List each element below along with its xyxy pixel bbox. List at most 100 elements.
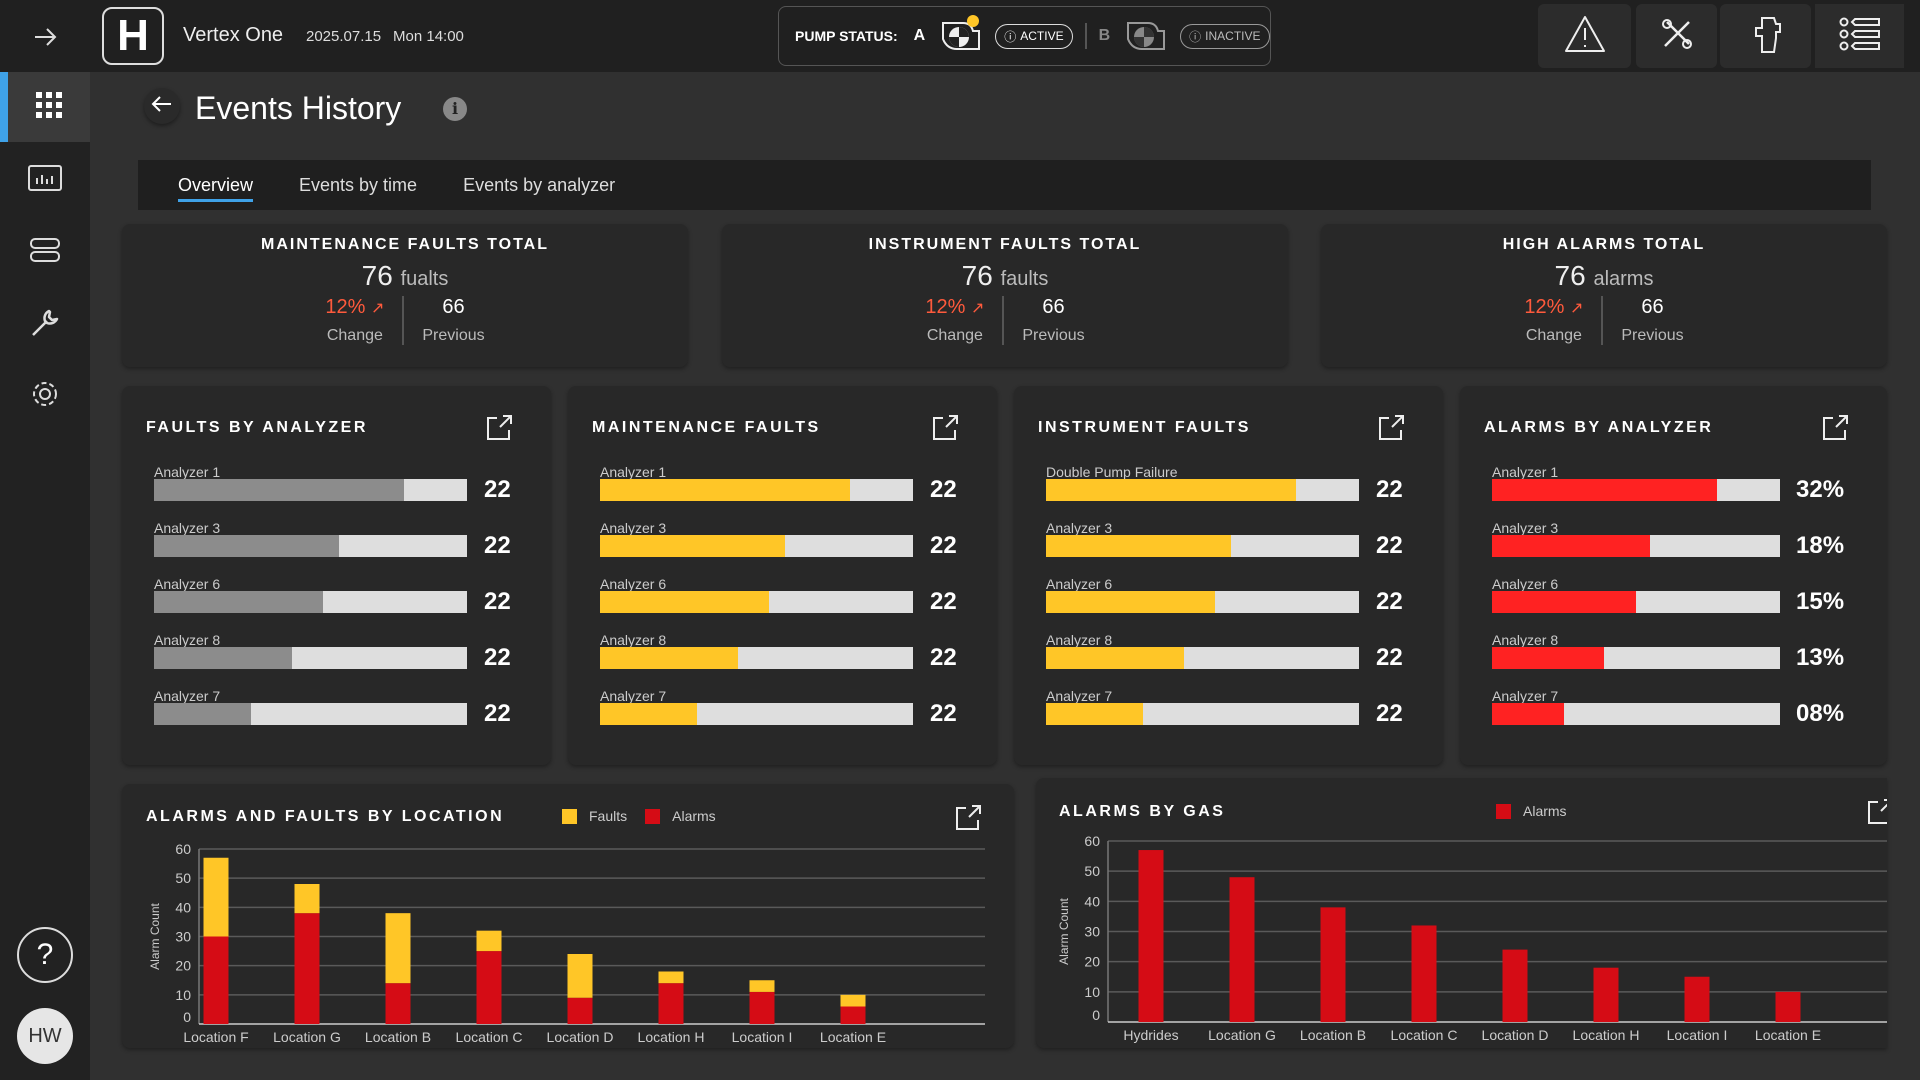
legend-alarms: Alarms [672, 808, 716, 824]
external-link-icon[interactable] [1866, 798, 1887, 831]
back-arrow-icon [150, 92, 174, 121]
external-link-icon[interactable] [1377, 414, 1405, 447]
change-label: Change [326, 327, 383, 344]
bar-row: Analyzer 8 22 [1046, 630, 1426, 686]
progress-bar [154, 479, 467, 501]
menu-list-button[interactable] [1815, 4, 1904, 68]
avatar[interactable]: HW [17, 1008, 73, 1064]
hand-wrench-icon [1748, 14, 1784, 59]
back-button[interactable] [144, 88, 180, 124]
bar-value: 22 [930, 476, 957, 503]
kpi-change: 12% ↗ Change [307, 296, 402, 345]
sidebar-item-dashboard[interactable] [0, 72, 90, 142]
sidebar-item-reports[interactable] [0, 145, 90, 215]
bar-row: Analyzer 8 13% [1492, 630, 1872, 686]
bar-alarms [203, 936, 229, 1024]
alerts-button[interactable] [1538, 4, 1631, 68]
progress-fill [1492, 703, 1564, 725]
list-icon [1839, 17, 1881, 56]
bar-alarms [840, 1006, 866, 1024]
tab-overview[interactable]: Overview [178, 169, 254, 202]
tools-button[interactable] [1636, 4, 1717, 68]
progress-fill [600, 535, 785, 557]
progress-fill [154, 591, 324, 613]
progress-bar [1492, 647, 1780, 669]
change-label: Change [926, 327, 983, 344]
kpi-value: 76 faults [722, 260, 1288, 292]
x-tick-label: Location C [1391, 1027, 1458, 1043]
x-tick-label: Location C [456, 1029, 523, 1045]
sidebar-item-settings[interactable] [0, 361, 90, 431]
bar-value: 22 [1376, 532, 1403, 559]
card-title: INSTRUMENT FAULTS [1038, 419, 1251, 436]
kpi-number: 76 [361, 260, 393, 291]
pump-status: PUMP STATUS: A ⓘ ACTIVE B ⓘ INACTIVE [778, 6, 1271, 66]
top-bar: H Vertex One 2025.07.15 Mon 14:00 PUMP S… [0, 0, 1920, 72]
x-tick-label: Location E [1755, 1027, 1821, 1043]
kpi-value: 76 alarms [1321, 260, 1887, 292]
bar-faults [567, 954, 593, 998]
pump-a-label: A [913, 27, 926, 44]
progress-fill [154, 479, 405, 501]
progress-fill [600, 479, 851, 501]
legend-swatch-faults [562, 808, 577, 824]
bar-faults [385, 913, 411, 984]
y-tick-label: 30 [175, 929, 191, 945]
info-icon[interactable]: i [443, 97, 467, 121]
kpi-stats: 12% ↗ Change 66 Previous [122, 296, 688, 345]
expand-sidebar-icon[interactable] [30, 22, 60, 57]
kpi-title: INSTRUMENT FAULTS TOTAL [868, 236, 1142, 253]
bar-row: Analyzer 7 22 [1046, 686, 1426, 742]
progress-fill [1492, 647, 1605, 669]
bar-label: Analyzer 8 [1492, 632, 1559, 648]
tab-events-by-time[interactable]: Events by time [299, 174, 418, 195]
external-link-icon[interactable] [954, 804, 982, 837]
kpi-change: 12% ↗ Change [907, 296, 1002, 345]
tab-events-by-analyzer[interactable]: Events by analyzer [463, 174, 616, 195]
card-title: ALARMS BY ANALYZER [1484, 419, 1714, 436]
warning-icon [1563, 14, 1607, 59]
pump-a-status-badge: ⓘ ACTIVE [995, 23, 1073, 49]
previous-value: 66 [1042, 296, 1065, 318]
pump-status-label: PUMP STATUS: [795, 28, 898, 44]
x-tick-label: Location G [1208, 1027, 1276, 1043]
bar-alarms [749, 991, 775, 1024]
external-link-icon[interactable] [485, 414, 513, 447]
help-button[interactable]: ? [17, 927, 73, 983]
kpi-card: MAINTENANCE FAULTS TOTAL 76 fualts 12% ↗… [122, 224, 688, 367]
progress-bar [600, 703, 913, 725]
bar-label: Analyzer 8 [1046, 632, 1113, 648]
x-tick-label: Location H [638, 1029, 705, 1045]
bar-card: FAULTS BY ANALYZER Analyzer 1 22 Analyze… [122, 386, 551, 765]
sidebar: ? HW [0, 72, 90, 1080]
chart-title: ALARMS AND FAULTS BY LOCATION [146, 808, 505, 825]
bar-value: 22 [484, 476, 511, 503]
progress-fill [154, 703, 252, 725]
page-title: Events History [195, 90, 402, 126]
progress-bar [1492, 479, 1780, 501]
x-tick-label: Location B [365, 1029, 431, 1045]
progress-bar [154, 591, 467, 613]
external-link-icon[interactable] [931, 414, 959, 447]
legend-faults: Faults [589, 808, 628, 824]
progress-bar [1046, 647, 1359, 669]
maintenance-button[interactable] [1720, 4, 1811, 68]
kpi-value: 76 fualts [122, 260, 688, 292]
alarms-by-gas-card: ALARMS BY GAS Alarms 0 10 20 30 40 50 60 Alarm … [1036, 778, 1887, 1048]
x-tick-label: Location D [547, 1029, 614, 1045]
card-title: MAINTENANCE FAULTS [592, 419, 821, 436]
pump-a-icon [937, 14, 983, 58]
y-tick-label: 40 [175, 899, 191, 915]
bar-alarms [1775, 991, 1801, 1022]
bar-faults [203, 857, 229, 937]
external-link-icon[interactable] [1821, 414, 1849, 447]
bar-label: Analyzer 3 [1492, 520, 1559, 536]
kpi-previous: 66 Previous [402, 296, 502, 345]
bar-value: 22 [930, 700, 957, 727]
date: 2025.07.15 [306, 28, 382, 45]
tools-icon [1659, 16, 1695, 57]
sidebar-item-devices[interactable] [0, 217, 90, 287]
y-tick-label: 50 [175, 870, 191, 886]
progress-fill [1492, 591, 1636, 613]
sidebar-item-maintenance[interactable] [0, 290, 90, 360]
